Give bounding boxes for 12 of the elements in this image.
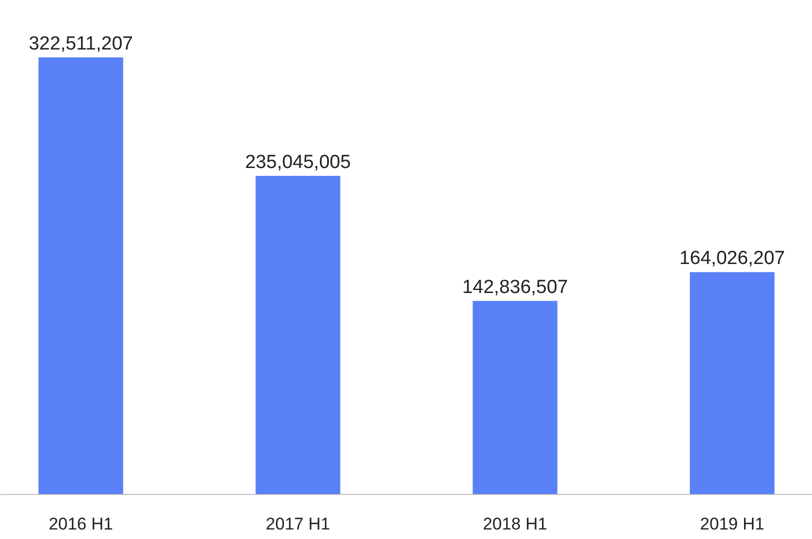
- bar: [690, 272, 775, 494]
- bar: [256, 176, 340, 494]
- bar: [38, 57, 124, 494]
- x-tick-label: 2018 H1: [482, 514, 548, 534]
- x-tick-label: 2019 H1: [700, 514, 764, 534]
- data-label: 142,836,507: [462, 276, 568, 298]
- x-tick-label: 2016 H1: [48, 514, 113, 534]
- data-label: 235,045,005: [245, 152, 351, 173]
- data-label: 164,026,207: [679, 248, 786, 270]
- bar: [472, 300, 558, 494]
- x-tick-label: 2017 H1: [266, 514, 330, 534]
- data-label: 322,511,207: [28, 33, 133, 54]
